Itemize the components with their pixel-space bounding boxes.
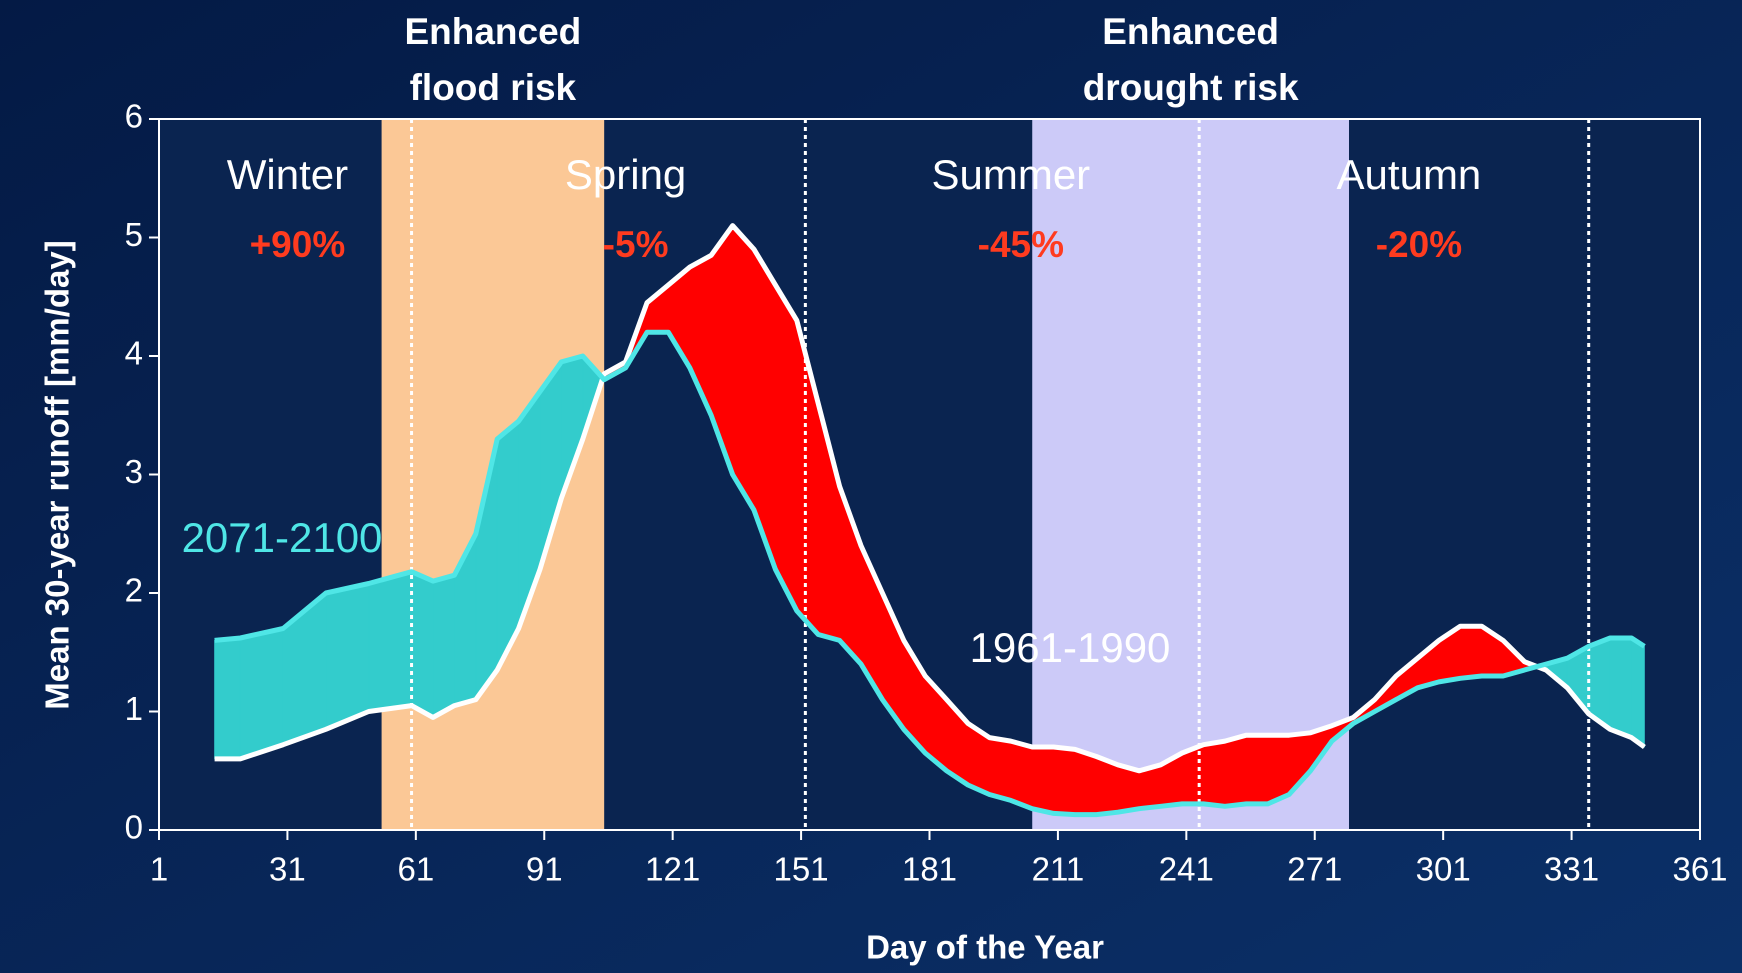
risk-band: [1032, 119, 1349, 830]
band-title: Enhanced: [404, 11, 581, 52]
season-change: -5%: [603, 224, 669, 265]
y-tick-label: 1: [125, 690, 143, 727]
difference-fill: [1245, 734, 1269, 805]
plot-layer: [214, 119, 1646, 830]
difference-fill: [1010, 740, 1033, 810]
difference-fill: [411, 571, 434, 719]
difference-fill: [1459, 625, 1483, 679]
band-title: Enhanced: [1102, 11, 1279, 52]
difference-fill: [775, 283, 798, 611]
season-name: Spring: [565, 151, 686, 198]
season-change: +90%: [250, 224, 346, 265]
season-name: Summer: [931, 151, 1090, 198]
difference-fill: [989, 737, 1012, 801]
difference-fill: [1074, 748, 1097, 815]
difference-fill: [1224, 734, 1247, 807]
x-tick-label: 31: [269, 851, 306, 888]
y-tick-label: 2: [125, 572, 143, 609]
difference-fill: [325, 583, 370, 730]
y-tick-label: 6: [125, 98, 143, 135]
series-line: [214, 223, 1646, 774]
x-tick-label: 331: [1544, 851, 1599, 888]
x-tick-label: 91: [526, 851, 563, 888]
y-axis-title: Mean 30-year runoff [mm/day]: [39, 240, 76, 709]
x-tick-label: 151: [774, 851, 829, 888]
difference-fill: [368, 571, 413, 712]
difference-fill: [1031, 746, 1054, 814]
x-tick-label: 301: [1416, 851, 1471, 888]
difference-fill: [432, 574, 455, 719]
x-tick-label: 181: [902, 851, 957, 888]
season-name: Winter: [227, 151, 348, 198]
difference-fill: [732, 224, 755, 512]
series-label: 2071-2100: [182, 514, 383, 561]
x-tick-label: 361: [1672, 851, 1727, 888]
y-tick-label: 0: [125, 809, 143, 846]
x-tick-label: 1: [150, 851, 168, 888]
difference-fill: [239, 628, 284, 760]
x-axis-title: Day of the Year: [866, 929, 1104, 966]
band-title: flood risk: [410, 67, 577, 108]
x-tick-label: 241: [1159, 851, 1214, 888]
series-line: [214, 329, 1646, 818]
x-tick-label: 271: [1287, 851, 1342, 888]
band-title: drought risk: [1083, 67, 1299, 108]
y-tick-label: 3: [125, 453, 143, 490]
difference-fill: [1609, 637, 1632, 739]
difference-fill: [1053, 746, 1076, 816]
season-change: -45%: [978, 224, 1064, 265]
difference-fill: [214, 637, 241, 760]
season-change: -20%: [1376, 224, 1462, 265]
x-tick-label: 61: [397, 851, 434, 888]
x-tick-label: 121: [645, 851, 700, 888]
difference-fill: [1203, 740, 1226, 807]
y-tick-label: 5: [125, 216, 143, 253]
y-tick-label: 4: [125, 335, 143, 372]
difference-fill: [1631, 637, 1645, 748]
x-tick-label: 211: [1032, 851, 1085, 888]
season-name: Autumn: [1337, 151, 1482, 198]
series-label: 1961-1990: [970, 624, 1171, 671]
